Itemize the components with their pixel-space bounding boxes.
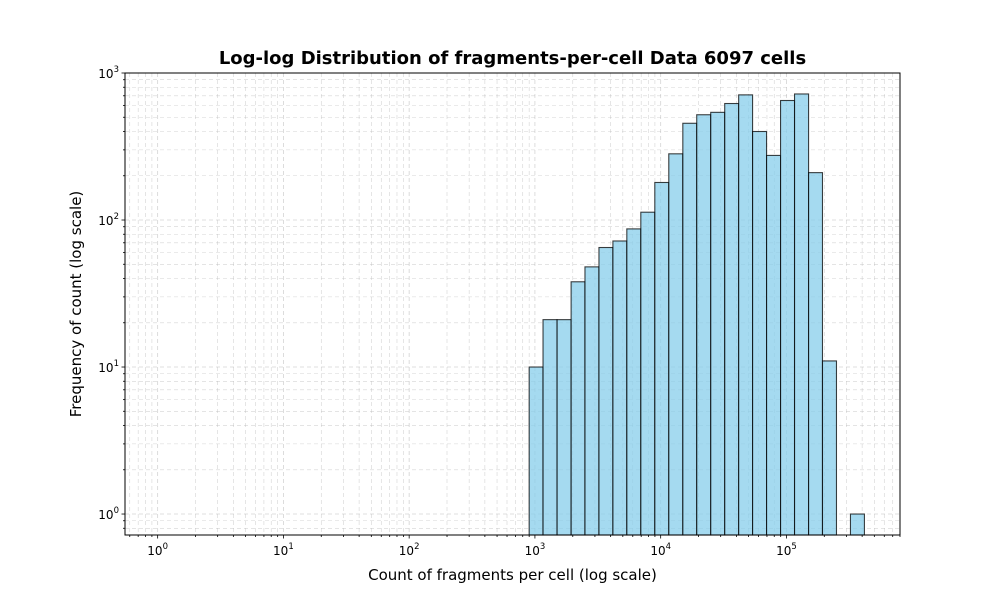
- y-tick-label: 100: [98, 506, 119, 522]
- x-tick-label: 102: [399, 542, 420, 558]
- histogram-bar: [598, 246, 614, 536]
- histogram-bar: [668, 153, 684, 536]
- histogram-bar: [780, 99, 796, 536]
- histogram-bar: [556, 319, 572, 536]
- histogram-bar: [793, 93, 810, 536]
- histogram-bar: [752, 130, 768, 536]
- chart-title: Log-log Distribution of fragments-per-ce…: [219, 48, 806, 69]
- histogram-bar: [612, 240, 628, 536]
- histogram-bar: [584, 266, 600, 536]
- x-tick-label: 105: [776, 542, 797, 558]
- histogram-bar: [821, 360, 838, 536]
- histogram-bar: [724, 102, 740, 536]
- y-tick-label: 103: [98, 65, 119, 81]
- histogram-bar: [542, 319, 558, 536]
- y-tick-label: 101: [98, 359, 119, 375]
- ticks-layer: 100 101 102 103 104 105 100 101 102 103: [98, 65, 901, 558]
- x-axis-label: Count of fragments per cell (log scale): [368, 566, 657, 584]
- x-tick-label: 101: [273, 542, 294, 558]
- x-tick-label: 104: [650, 542, 671, 558]
- x-tick-label: 100: [147, 542, 168, 558]
- histogram-bar: [654, 181, 670, 536]
- y-tick-label: 102: [98, 212, 119, 228]
- histogram-bar: [738, 94, 754, 536]
- histogram-bar: [570, 281, 586, 536]
- histogram-bar: [808, 172, 824, 536]
- y-axis-label: Frequency of count (log scale): [67, 191, 85, 418]
- x-tick-label: 103: [525, 542, 546, 558]
- histogram-bar: [710, 111, 726, 536]
- histogram-bar: [682, 122, 698, 536]
- histogram-bar: [766, 154, 782, 536]
- histogram-bar: [528, 366, 544, 536]
- histogram-bar: [640, 211, 656, 536]
- plot-frame: [124, 72, 901, 536]
- histogram-bar: [849, 513, 865, 536]
- histogram-bar: [626, 228, 642, 536]
- bars-layer: [528, 93, 865, 536]
- histogram-bar: [696, 114, 712, 536]
